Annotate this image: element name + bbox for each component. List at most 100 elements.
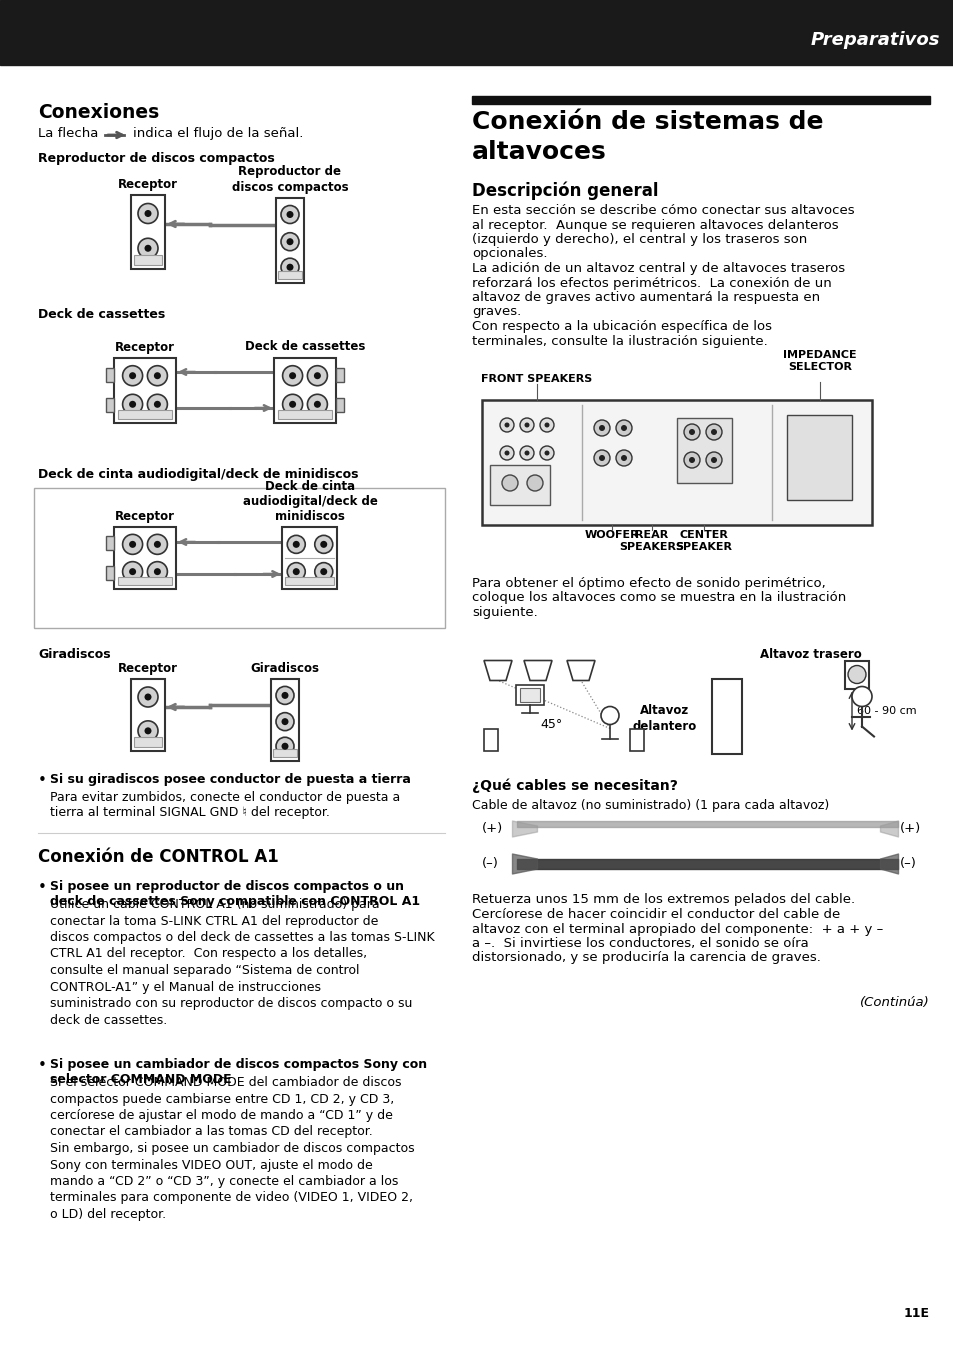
Text: Cable de altavoz (no suministrado) (1 para cada altavoz): Cable de altavoz (no suministrado) (1 pa… bbox=[472, 798, 828, 812]
Text: (–): (–) bbox=[899, 857, 916, 870]
Text: Deck de cassettes: Deck de cassettes bbox=[38, 308, 165, 322]
Text: altavoz de graves activo aumentará la respuesta en: altavoz de graves activo aumentará la re… bbox=[472, 290, 820, 304]
Circle shape bbox=[148, 366, 167, 385]
Circle shape bbox=[544, 450, 549, 455]
Text: reforzará los efectos perimétricos.  La conexión de un: reforzará los efectos perimétricos. La c… bbox=[472, 277, 831, 289]
Bar bbox=[844, 661, 868, 689]
Text: graves.: graves. bbox=[472, 305, 520, 319]
Circle shape bbox=[138, 721, 158, 740]
Bar bbox=[277, 270, 302, 278]
Bar bbox=[131, 195, 165, 269]
Text: La flecha: La flecha bbox=[38, 127, 98, 141]
Text: Reproductor de discos compactos: Reproductor de discos compactos bbox=[38, 153, 274, 165]
Text: Receptor: Receptor bbox=[118, 662, 178, 676]
Circle shape bbox=[153, 372, 161, 380]
Text: Utilice un cable CONTROL A1 (no suministrado) para
conectar la toma S-LINK CTRL : Utilice un cable CONTROL A1 (no suminist… bbox=[50, 898, 435, 1027]
Text: 11E: 11E bbox=[903, 1306, 929, 1320]
Text: altavoces: altavoces bbox=[472, 141, 606, 163]
Text: Si posee un cambiador de discos compactos Sony con
selector COMMAND MODE: Si posee un cambiador de discos compacto… bbox=[50, 1058, 427, 1086]
Bar bbox=[481, 400, 871, 526]
Text: 60 - 90 cm: 60 - 90 cm bbox=[856, 707, 916, 716]
Circle shape bbox=[847, 666, 865, 684]
Circle shape bbox=[148, 562, 167, 582]
Bar bbox=[335, 367, 344, 382]
Text: Giradiscos: Giradiscos bbox=[38, 648, 111, 661]
Text: Preparativos: Preparativos bbox=[810, 31, 939, 49]
Bar bbox=[677, 417, 731, 484]
Text: Para obtener el óptimo efecto de sonido perimétrico,: Para obtener el óptimo efecto de sonido … bbox=[472, 577, 825, 590]
Circle shape bbox=[524, 450, 529, 455]
Bar bbox=[483, 728, 497, 751]
Text: distorsionado, y se produciría la carencia de graves.: distorsionado, y se produciría la carenc… bbox=[472, 951, 820, 965]
Bar bbox=[106, 536, 113, 550]
Circle shape bbox=[620, 455, 626, 461]
Text: 45°: 45° bbox=[539, 719, 561, 731]
Text: Giradiscos: Giradiscos bbox=[251, 662, 319, 676]
Circle shape bbox=[153, 540, 161, 549]
Circle shape bbox=[683, 424, 700, 440]
Bar bbox=[0, 0, 953, 65]
Text: Altavoz
delantero: Altavoz delantero bbox=[632, 704, 697, 732]
Circle shape bbox=[504, 450, 509, 455]
Text: Cercíorese de hacer coincidir el conductor del cable de: Cercíorese de hacer coincidir el conduct… bbox=[472, 908, 840, 921]
Circle shape bbox=[504, 423, 509, 427]
Circle shape bbox=[281, 205, 298, 223]
Text: ¿Qué cables se necesitan?: ¿Qué cables se necesitan? bbox=[472, 778, 678, 793]
Text: indica el flujo de la señal.: indica el flujo de la señal. bbox=[132, 127, 303, 141]
Bar bbox=[277, 409, 332, 419]
Circle shape bbox=[289, 372, 295, 380]
Circle shape bbox=[539, 446, 554, 459]
Circle shape bbox=[314, 562, 333, 581]
Circle shape bbox=[138, 238, 158, 258]
Circle shape bbox=[320, 540, 327, 549]
Text: •: • bbox=[38, 1058, 47, 1073]
Text: Conexiones: Conexiones bbox=[38, 103, 159, 122]
Polygon shape bbox=[523, 661, 552, 681]
Circle shape bbox=[519, 446, 534, 459]
Circle shape bbox=[282, 366, 302, 385]
Circle shape bbox=[123, 394, 142, 415]
Circle shape bbox=[286, 211, 294, 218]
Circle shape bbox=[123, 366, 142, 385]
Polygon shape bbox=[483, 661, 512, 681]
Text: al receptor.  Aunque se requieren altavoces delanteros: al receptor. Aunque se requieren altavoc… bbox=[472, 219, 838, 231]
Circle shape bbox=[287, 562, 305, 581]
Circle shape bbox=[524, 423, 529, 427]
Text: CENTER
SPEAKER: CENTER SPEAKER bbox=[675, 530, 732, 551]
Text: Si posee un reproductor de discos compactos o un
deck de cassettes Sony compatib: Si posee un reproductor de discos compac… bbox=[50, 880, 419, 908]
Circle shape bbox=[281, 743, 288, 750]
Bar bbox=[711, 678, 741, 754]
Text: •: • bbox=[38, 773, 47, 788]
Bar bbox=[273, 748, 296, 757]
Circle shape bbox=[286, 263, 294, 270]
Text: (+): (+) bbox=[899, 821, 921, 835]
Circle shape bbox=[144, 727, 152, 735]
Circle shape bbox=[600, 707, 618, 724]
Bar bbox=[516, 685, 543, 704]
Bar bbox=[118, 577, 172, 585]
Circle shape bbox=[705, 453, 721, 467]
Circle shape bbox=[289, 401, 295, 408]
Circle shape bbox=[129, 372, 136, 380]
Text: Descripción general: Descripción general bbox=[472, 182, 658, 200]
Text: coloque los altavoces como se muestra en la ilustración: coloque los altavoces como se muestra en… bbox=[472, 592, 845, 604]
Circle shape bbox=[710, 457, 717, 463]
Circle shape bbox=[138, 204, 158, 223]
Circle shape bbox=[616, 420, 631, 436]
Circle shape bbox=[598, 455, 604, 461]
Circle shape bbox=[683, 453, 700, 467]
Circle shape bbox=[281, 719, 288, 725]
Bar bbox=[274, 358, 335, 423]
Bar bbox=[133, 255, 162, 265]
Circle shape bbox=[275, 712, 294, 731]
Text: Conexión de CONTROL A1: Conexión de CONTROL A1 bbox=[38, 848, 278, 866]
Text: (+): (+) bbox=[481, 821, 503, 835]
Circle shape bbox=[526, 476, 542, 490]
Text: Altavoz trasero: Altavoz trasero bbox=[760, 648, 862, 662]
Text: FRONT SPEAKERS: FRONT SPEAKERS bbox=[481, 374, 592, 384]
Circle shape bbox=[594, 420, 609, 436]
Bar bbox=[275, 197, 304, 282]
Circle shape bbox=[293, 569, 299, 576]
Bar bbox=[285, 577, 335, 585]
Circle shape bbox=[148, 535, 167, 554]
